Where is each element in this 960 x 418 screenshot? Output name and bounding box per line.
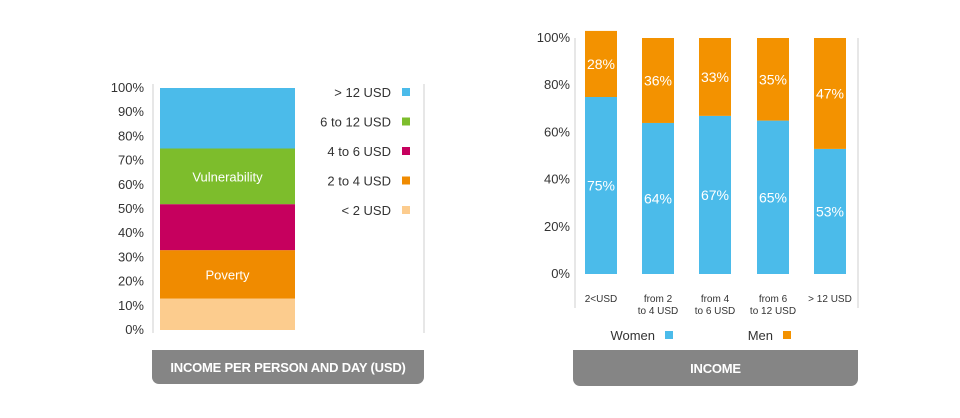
chart2-men-data-label: 35% xyxy=(759,71,787,87)
chart2-legend-swatch-women xyxy=(665,331,673,339)
chart2-x-tick-label: to 12 USD xyxy=(750,306,796,317)
chart2-x-tick-label: 2<USD xyxy=(585,294,618,305)
chart2-x-tick-label: to 4 USD xyxy=(638,306,679,317)
chart2-bar-women xyxy=(814,148,846,274)
chart2-y-tick: 60% xyxy=(544,124,570,139)
chart1-segment-6to12 xyxy=(160,148,295,205)
chart1-legend-swatch xyxy=(402,206,410,214)
chart2-men-data-label: 33% xyxy=(701,69,729,85)
chart1-segment-label: Poverty xyxy=(205,267,250,282)
chart1-y-tick: 90% xyxy=(118,104,144,119)
chart1-legend-label: 6 to 12 USD xyxy=(320,115,391,130)
chart1-y-tick: 0% xyxy=(125,322,144,337)
chart2-legend-swatch-men xyxy=(783,331,791,339)
chart1-segment-4to6 xyxy=(160,204,295,251)
chart2-x-tick-label: from 4 xyxy=(701,294,730,305)
chart1-legend-swatch xyxy=(402,117,410,126)
chart2-x-tick-label: from 2 xyxy=(644,294,673,305)
chart1-y-tick: 30% xyxy=(118,249,144,264)
chart1-legend-label: 4 to 6 USD xyxy=(327,144,391,159)
chart2-legend-label-women: Women xyxy=(610,328,655,343)
chart1-y-tick: 80% xyxy=(118,128,144,143)
chart1-segment-label: Vulnerability xyxy=(192,169,263,184)
chart2-title-banner: INCOME xyxy=(573,350,858,386)
chart2-women-data-label: 65% xyxy=(759,189,787,205)
chart2-x-tick-label: > 12 USD xyxy=(808,294,852,305)
chart1-y-tick: 70% xyxy=(118,153,144,168)
chart1-legend-swatch xyxy=(402,147,410,155)
chart2-men-data-label: 28% xyxy=(587,56,615,72)
chart2-women-data-label: 75% xyxy=(587,178,615,194)
chart2-women-data-label: 64% xyxy=(644,190,672,206)
chart2-bar-women xyxy=(642,122,674,275)
chart2-x-tick-label: to 6 USD xyxy=(695,306,736,317)
chart1-legend-label: > 12 USD xyxy=(334,85,391,100)
chart1-segment-lt2 xyxy=(160,298,295,330)
chart2-women-data-label: 67% xyxy=(701,187,729,203)
chart1-title-banner: INCOME PER PERSON AND DAY (USD) xyxy=(152,350,424,384)
chart2-bar-men xyxy=(757,38,789,121)
chart2-men-data-label: 47% xyxy=(816,85,844,101)
chart1-legend-label: < 2 USD xyxy=(342,203,392,218)
chart1-segment-lt12 xyxy=(160,88,295,149)
chart2-y-tick: 0% xyxy=(551,266,570,281)
chart1-legend-swatch xyxy=(402,88,410,96)
chart2-bar-women xyxy=(699,115,731,274)
chart1-y-tick: 100% xyxy=(111,80,145,95)
chart1-y-tick: 40% xyxy=(118,225,144,240)
chart1-segment-2to4 xyxy=(160,250,295,299)
chart2-bar-men xyxy=(585,30,617,98)
chart2-men-data-label: 36% xyxy=(644,72,672,88)
chart1-legend-swatch xyxy=(402,176,410,185)
chart1-y-tick: 50% xyxy=(118,201,144,216)
chart2-bar-men xyxy=(699,38,731,116)
chart2-y-tick: 20% xyxy=(544,219,570,234)
chart2-women-data-label: 53% xyxy=(816,203,844,219)
chart1-y-tick: 20% xyxy=(118,274,144,289)
chart2-y-tick: 40% xyxy=(544,172,570,187)
chart2-legend-label-men: Men xyxy=(748,328,773,343)
chart2-bar-men xyxy=(642,38,674,123)
chart2-x-tick-label: from 6 xyxy=(759,294,788,305)
chart2-bar-men xyxy=(814,38,846,149)
chart1-y-tick: 60% xyxy=(118,177,144,192)
chart2-y-tick: 100% xyxy=(537,30,571,45)
chart2-bar-women xyxy=(585,97,617,274)
chart2-bar-women xyxy=(757,120,789,274)
chart2-y-tick: 80% xyxy=(544,77,570,92)
chart1-y-tick: 10% xyxy=(118,298,144,313)
chart1-legend-label: 2 to 4 USD xyxy=(327,174,391,189)
